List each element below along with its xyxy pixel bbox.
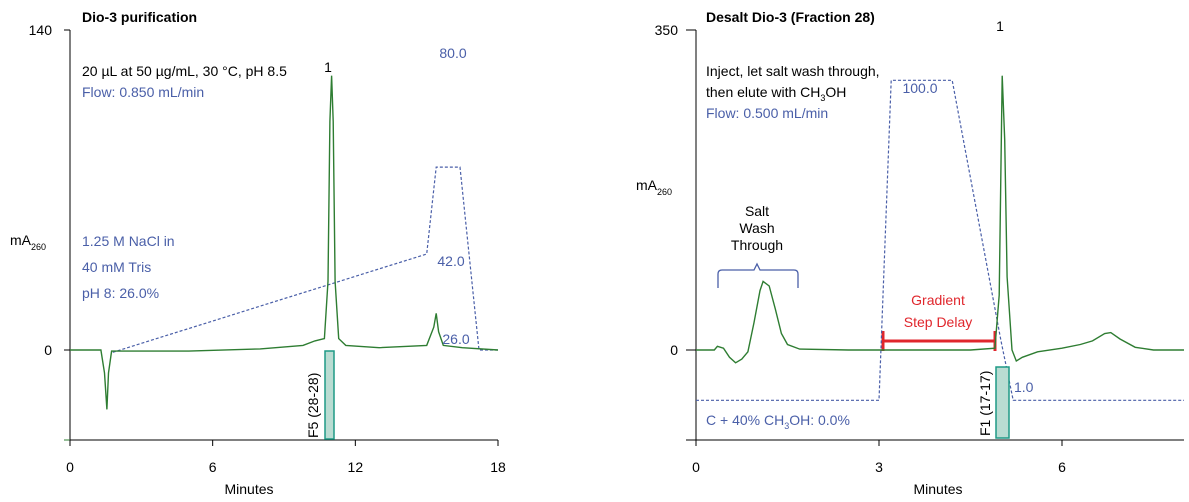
x-tick-label: 6 (209, 459, 217, 475)
x-tick-label: 0 (66, 459, 74, 475)
panel1-fraction-label: F5 (28-28) (305, 373, 321, 438)
panel2-title: Desalt Dio-3 (Fraction 28) (706, 9, 875, 25)
x-tick-label: 6 (1058, 459, 1066, 475)
y-tick-label: 140 (29, 22, 53, 38)
panel2-gradient-label-100: 100.0 (902, 80, 937, 96)
panel2-y-ticks: 0 350 (655, 22, 679, 358)
panel1-gradient-label-26: 26.0 (442, 331, 469, 347)
panel2-absorbance-trace (696, 75, 1184, 364)
y-tick-label: 0 (670, 342, 678, 358)
x-tick-label: 18 (490, 459, 506, 475)
panel1-title: Dio-3 purification (82, 9, 197, 25)
panel2-y-label: mA260 (636, 177, 672, 197)
panel2-delay-label-1: Gradient (911, 292, 965, 308)
x-tick-label: 0 (692, 459, 700, 475)
y-tick-label: 0 (44, 342, 52, 358)
panel2-mobile-phase: C + 40% CH3OH: 0.0% (706, 412, 850, 431)
panel1-conditions: 20 µL at 50 µg/mL, 30 °C, pH 8.5 (82, 63, 287, 79)
panel1-x-label: Minutes (224, 481, 273, 497)
panel2-peak-label: 1 (996, 18, 1004, 34)
y-tick-label: 350 (655, 22, 679, 38)
panel1-mobile-phase-line2: 40 mM Tris (82, 259, 151, 275)
panel1-y-ticks: 0 140 (29, 22, 53, 358)
panel2-gradient-label-1: 1.0 (1014, 379, 1034, 395)
panel2-delay-label-2: Step Delay (904, 314, 972, 330)
panel1-gradient-label-80: 80.0 (439, 45, 466, 61)
x-tick-label: 12 (348, 459, 364, 475)
panel2-salt-label-2: Wash (739, 220, 774, 236)
panel-dio3-purification: Dio-3 purification 0 6 12 18 0 140 Minutes m… (10, 9, 506, 497)
panel2-salt-label-1: Salt (745, 203, 769, 219)
panel1-x-ticks: 0 6 12 18 (66, 440, 506, 475)
panel1-absorbance-trace (70, 75, 499, 410)
panel2-fraction-marker (995, 366, 1010, 439)
panel1-flow: Flow: 0.850 mL/min (82, 84, 204, 100)
panel2-instruction-line2: then elute with CH3OH (706, 84, 846, 103)
panel2-fraction-label: F1 (17-17) (977, 371, 993, 436)
panel2-gradient-line (696, 79, 1184, 401)
panel2-delay-bar (881, 331, 997, 351)
panel2-flow: Flow: 0.500 mL/min (706, 105, 828, 121)
panel2-x-ticks: 0 3 6 (692, 440, 1066, 475)
x-tick-label: 3 (875, 459, 883, 475)
panel2-instruction-line1: Inject, let salt wash through, (706, 63, 880, 79)
panel2-salt-label-3: Through (731, 237, 783, 253)
panel2-x-label: Minutes (913, 481, 962, 497)
panel1-gradient-line (112, 166, 498, 353)
panel1-mobile-phase-line1: 1.25 M NaCl in (82, 233, 175, 249)
panel2-salt-bracket (717, 262, 799, 288)
panel1-peak-label: 1 (324, 59, 332, 75)
panel1-gradient-label-42: 42.0 (437, 253, 464, 269)
panel1-fraction-marker (324, 350, 335, 440)
panel-desalt-dio3: Desalt Dio-3 (Fraction 28) 0 3 6 0 350 Minu… (636, 9, 1184, 497)
panel1-y-label: mA260 (10, 232, 46, 252)
panel1-mobile-phase-line3: pH 8: 26.0% (82, 285, 159, 301)
